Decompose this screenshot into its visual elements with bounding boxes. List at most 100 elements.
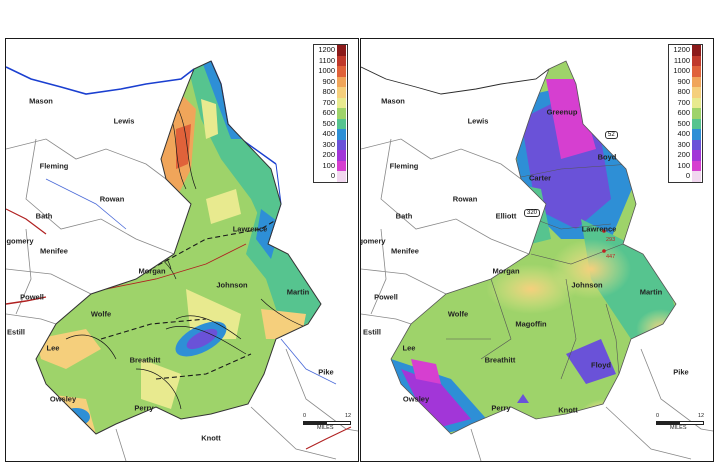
legend-value: 1100 <box>673 55 690 65</box>
legend-swatch <box>692 97 701 108</box>
county-label: Lee <box>46 343 60 353</box>
triangle-marker <box>517 394 529 403</box>
legend-value: 200 <box>322 150 335 159</box>
county-label: Wolfe <box>447 309 469 319</box>
legend-value: 900 <box>677 76 690 86</box>
legend-value: 300 <box>677 139 690 149</box>
legend-value: 200 <box>677 150 690 159</box>
legend-row: 600 <box>669 108 702 119</box>
scale-units: MILES <box>670 425 687 431</box>
county-label: Powell <box>374 292 398 302</box>
legend-value: 700 <box>677 97 690 107</box>
legend-swatch <box>337 139 346 150</box>
county-label: Lawrence <box>581 224 617 234</box>
county-label: Breathitt <box>129 355 161 365</box>
county-label: Johnson <box>571 280 603 290</box>
legend-swatch <box>692 45 701 56</box>
legend-swatch <box>692 87 701 98</box>
county-label: Greenup <box>546 107 578 117</box>
legend-value: 0 <box>685 171 690 180</box>
county-label: Rowan <box>99 194 125 204</box>
legend-row: 800 <box>314 87 347 98</box>
legend-swatch <box>692 150 701 161</box>
legend-swatch <box>337 66 346 77</box>
legend-swatch <box>692 108 701 119</box>
legend-swatch <box>692 139 701 150</box>
legend-row: 700 <box>314 97 347 108</box>
legend-swatch <box>692 118 701 129</box>
county-label: gomery <box>6 236 34 246</box>
legend-swatch <box>692 171 701 182</box>
legend-row: 0 <box>669 171 702 182</box>
county-label: Estill <box>7 327 25 337</box>
legend-swatch <box>337 87 346 98</box>
legend-value: 400 <box>322 129 335 138</box>
county-label: Magoffin <box>515 319 547 329</box>
legend-swatch <box>692 160 701 171</box>
legend-value: 400 <box>677 129 690 138</box>
county-label: Elliott <box>495 211 517 221</box>
legend-value: 1100 <box>318 55 335 65</box>
legend-value: 800 <box>677 87 690 96</box>
county-label: Menifee <box>391 246 419 256</box>
legend-row: 200 <box>669 150 702 161</box>
legend-row: 100 <box>669 160 702 171</box>
contour-map-svg <box>6 60 358 461</box>
legend-swatch <box>337 76 346 87</box>
scale-end: 12 <box>698 413 705 419</box>
legend-row: 400 <box>669 129 702 140</box>
county-label: Bath <box>35 211 53 221</box>
county-label: Morgan <box>492 266 520 276</box>
well-label-2: 447 <box>606 254 616 260</box>
county-label: Breathitt <box>484 355 516 365</box>
legend-swatch <box>692 55 701 66</box>
county-label: Johnson <box>216 280 248 290</box>
legend-row: 600 <box>314 108 347 119</box>
legend-swatch <box>337 160 346 171</box>
scale-zero: 0 <box>656 413 660 419</box>
legend-value: 600 <box>322 108 335 117</box>
legend-row: 800 <box>669 87 702 98</box>
county-label: Menifee <box>40 246 68 256</box>
legend-value: 500 <box>677 118 690 128</box>
county-label: Pike <box>673 367 689 377</box>
legend-row: 500 <box>314 118 347 129</box>
legend-value: 1200 <box>318 45 335 54</box>
county-label: Perry <box>491 403 511 413</box>
county-label: Carter <box>528 173 552 183</box>
county-label: Perry <box>134 403 154 413</box>
county-label: gomery <box>360 236 386 246</box>
legend-value: 300 <box>322 139 335 149</box>
shaded-map-panel: 293 447 52 320 1200 1100 1000 900 800 700 600 5… <box>360 38 714 462</box>
legend-row: 400 <box>314 129 347 140</box>
well-marker-1 <box>602 229 606 233</box>
thickness-legend: 1200 1100 1000 900 800 700 600 500 400 300 200 100 0 <box>313 44 348 183</box>
county-label: Martin <box>639 287 663 297</box>
county-label: Boyd <box>597 152 617 162</box>
legend-row: 500 <box>669 118 702 129</box>
legend-swatch <box>337 118 346 129</box>
legend-row: 700 <box>669 97 702 108</box>
legend-row: 1000 <box>669 66 702 77</box>
legend-value: 0 <box>330 171 335 180</box>
county-label: Lewis <box>113 116 135 126</box>
legend-value: 1000 <box>318 66 335 75</box>
scale-zero: 0 <box>303 413 307 419</box>
legend-row: 300 <box>314 139 347 150</box>
county-label: Rowan <box>452 194 478 204</box>
county-label: Mason <box>29 96 53 106</box>
county-label: Bath <box>395 211 413 221</box>
county-label: Fleming <box>39 161 69 171</box>
legend-row: 900 <box>669 76 702 87</box>
scale-units: MILES <box>317 425 334 431</box>
county-label: Lawrence <box>232 224 268 234</box>
legend-value: 100 <box>322 160 335 170</box>
legend-swatch <box>692 129 701 140</box>
well-label-1: 293 <box>606 237 616 243</box>
county-label: Fleming <box>389 161 419 171</box>
legend-swatch <box>337 171 346 182</box>
legend-swatch <box>337 150 346 161</box>
legend-row: 1100 <box>314 55 347 66</box>
route-label-1: 52 <box>605 131 618 139</box>
county-label: Wolfe <box>90 309 112 319</box>
